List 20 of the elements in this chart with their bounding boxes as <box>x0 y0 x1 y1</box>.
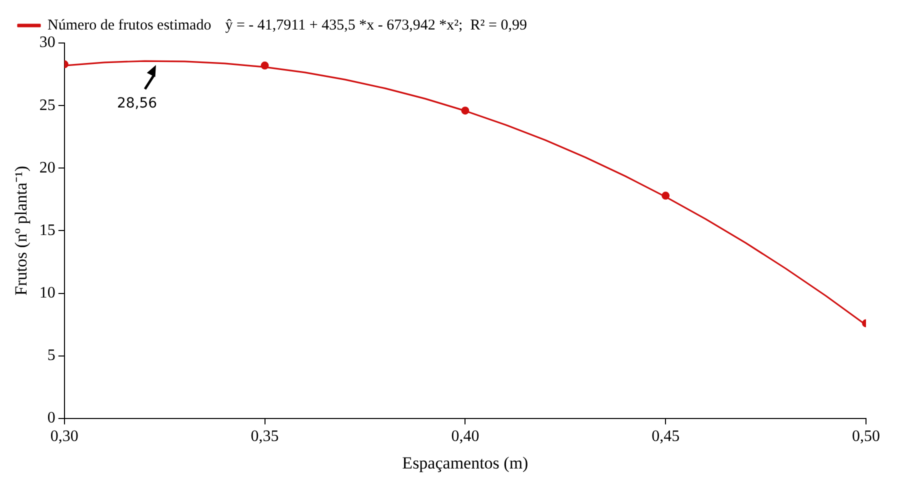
annotation: 28,56 <box>116 96 158 112</box>
point <box>461 106 470 115</box>
y-tick-label: 20 <box>39 159 56 176</box>
y-tick-label: 25 <box>39 96 56 114</box>
x-tick-label: 0,40 <box>451 428 480 446</box>
y-tick-label: 0 <box>47 410 56 427</box>
x-tick-label: 0,50 <box>852 428 880 446</box>
text: ŷ = - 41,7911 + 435,5 *x - 673,942 *x²; R² = 0,99 <box>225 17 527 34</box>
x-tick-label: 0,35 <box>250 428 279 446</box>
y-tick-label: 30 <box>39 34 56 52</box>
y-tick-label: 5 <box>47 347 56 364</box>
point <box>662 192 670 200</box>
x-axis-title: Espaçamentos (m) <box>402 453 528 472</box>
point <box>260 62 269 70</box>
x-tick-label: 0,45 <box>652 428 680 446</box>
legend-label: Número de frutos estimado <box>48 17 212 34</box>
y-tick-label: 15 <box>39 222 56 239</box>
x-tick-label: 0,30 <box>50 428 78 446</box>
y-axis-title: Frutos (nº planta⁻¹) <box>12 166 31 296</box>
y-tick-label: 10 <box>39 284 56 302</box>
